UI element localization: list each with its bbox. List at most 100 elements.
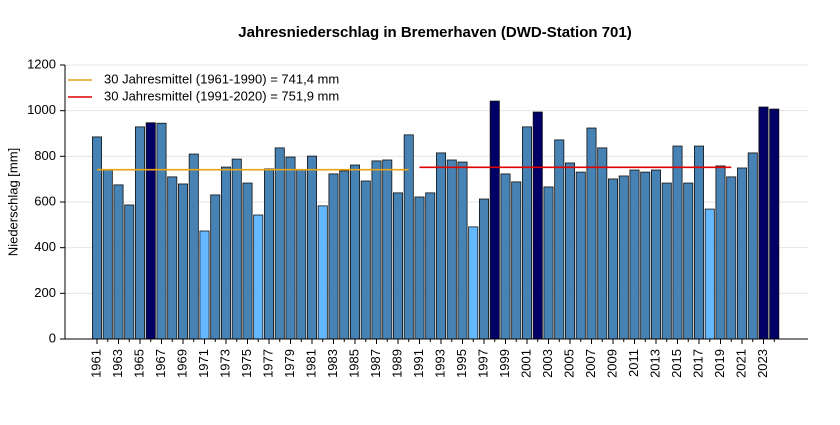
bar (726, 176, 737, 340)
bar (769, 108, 780, 340)
x-tick-label: 1995 (454, 349, 469, 378)
bar (532, 111, 543, 340)
bar (640, 171, 651, 340)
x-tick-label: 1977 (260, 349, 275, 378)
bar (565, 162, 576, 340)
legend-label: 30 Jahresmittel (1961-1990) = 741,4 mm (104, 71, 339, 86)
bar (371, 160, 382, 340)
x-tick-label: 2017 (690, 349, 705, 378)
bar (435, 152, 446, 340)
bar (328, 173, 339, 340)
bar (586, 127, 597, 340)
bar (694, 145, 705, 340)
x-tick-label: 1967 (153, 349, 168, 378)
bar (102, 169, 113, 340)
x-tick-label: 1979 (282, 349, 297, 378)
x-tick-label: 1989 (389, 349, 404, 378)
x-tick-label: 2009 (604, 349, 619, 378)
x-tick-label: 1987 (368, 349, 383, 378)
bar (629, 169, 640, 340)
y-tick-label: 400 (34, 239, 56, 254)
bar (263, 168, 274, 340)
x-tick-label: 1961 (88, 349, 103, 378)
x-tick-label: 1963 (110, 349, 125, 378)
bar (92, 136, 103, 340)
bar (360, 180, 371, 340)
bar (457, 161, 468, 340)
x-tick-label: 2021 (733, 349, 748, 378)
bar (758, 106, 769, 340)
bar (296, 169, 307, 340)
bar (522, 126, 533, 340)
x-tick-label: 2001 (518, 349, 533, 378)
bar (210, 194, 221, 340)
bar (651, 169, 662, 340)
bar (349, 164, 360, 340)
x-tick-label: 2015 (669, 349, 684, 378)
x-tick-label: 2013 (647, 349, 662, 378)
bar (489, 100, 500, 340)
bar (500, 173, 511, 340)
x-tick-label: 1975 (239, 349, 254, 378)
x-tick-label: 2023 (755, 349, 770, 378)
legend-label: 30 Jahresmittel (1991-2020) = 751,9 mm (104, 88, 339, 103)
x-tick-label: 1985 (346, 349, 361, 378)
x-tick-label: 1999 (497, 349, 512, 378)
x-tick-label: 2019 (712, 349, 727, 378)
bar (608, 178, 619, 340)
y-tick-label: 0 (49, 330, 56, 345)
bar (575, 171, 586, 340)
y-tick-label: 1200 (27, 56, 56, 71)
x-tick-label: 1981 (303, 349, 318, 378)
bar (231, 158, 242, 340)
x-tick-label: 1991 (411, 349, 426, 378)
bar (672, 145, 683, 340)
x-tick-label: 2007 (583, 349, 598, 378)
x-tick-label: 1973 (217, 349, 232, 378)
y-tick-label: 600 (34, 193, 56, 208)
bar (661, 182, 672, 340)
bar (145, 122, 156, 340)
bar (618, 175, 629, 340)
bar (468, 226, 479, 340)
x-tick-label: 2005 (561, 349, 576, 378)
bar (220, 166, 231, 340)
bar (382, 159, 393, 340)
bar (704, 208, 715, 340)
x-tick-label: 2011 (626, 349, 641, 377)
bar (253, 214, 264, 340)
x-tick-label: 1997 (475, 349, 490, 378)
bar (134, 126, 145, 340)
bar (199, 230, 210, 340)
x-tick-label: 2003 (540, 349, 555, 378)
bar (274, 147, 285, 340)
bar (317, 205, 328, 340)
bar (683, 182, 694, 340)
y-tick-label: 800 (34, 148, 56, 163)
bar (597, 147, 608, 340)
bar (478, 198, 489, 340)
y-tick-label: 1000 (27, 102, 56, 117)
bar (715, 165, 726, 340)
bar (554, 139, 565, 340)
bar (177, 183, 188, 340)
bar (392, 192, 403, 340)
bar (156, 122, 167, 340)
bar (339, 170, 350, 340)
bar (446, 159, 457, 340)
bar (167, 176, 178, 340)
x-tick-label: 1965 (131, 349, 146, 378)
x-tick-label: 1983 (325, 349, 340, 378)
bar (747, 152, 758, 340)
bar (511, 181, 522, 340)
x-tick-label: 1969 (174, 349, 189, 378)
chart-title: Jahresniederschlag in Bremerhaven (DWD-S… (238, 24, 631, 41)
bar (242, 182, 253, 340)
bar (414, 196, 425, 340)
y-axis-label: Niederschlag [mm] (5, 148, 20, 256)
y-tick-label: 200 (34, 285, 56, 300)
bar (113, 184, 124, 340)
bar (124, 204, 135, 340)
bar (425, 192, 436, 340)
